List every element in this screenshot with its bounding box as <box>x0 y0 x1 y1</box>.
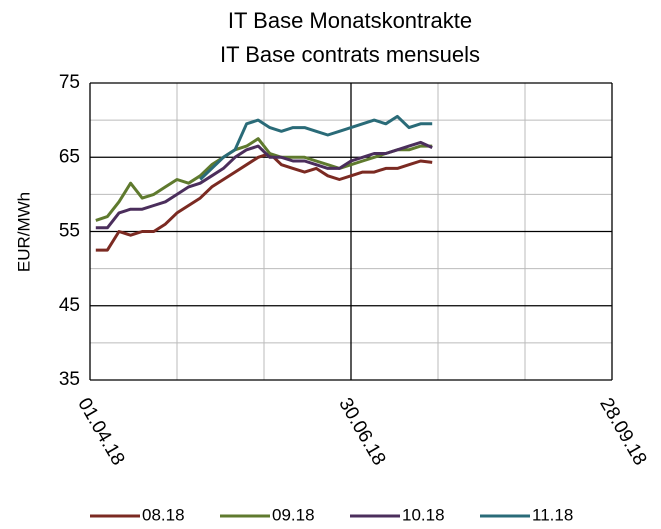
legend-label: 09.18 <box>272 505 315 524</box>
y-tick-label: 55 <box>59 221 80 242</box>
legend-label: 11.18 <box>532 505 573 524</box>
legend-label: 10.18 <box>402 505 445 524</box>
y-tick-label: 75 <box>59 72 80 93</box>
x-tick-label: 30.06.18 <box>334 395 389 470</box>
y-tick-label: 35 <box>59 369 80 390</box>
series-line <box>95 140 433 230</box>
series-line <box>95 152 433 252</box>
y-axis-label: EUR/MWh <box>14 192 33 272</box>
y-tick-label: 65 <box>59 146 80 167</box>
series-line <box>199 114 433 181</box>
chart-subtitle: IT Base contrats mensuels <box>220 42 480 67</box>
legend-label: 08.18 <box>142 505 185 524</box>
x-tick-label: 01.04.18 <box>73 395 128 470</box>
series-line <box>95 137 433 222</box>
y-tick-label: 45 <box>59 295 80 316</box>
chart-title: IT Base Monatskontrakte <box>228 8 472 33</box>
x-tick-label: 28.09.18 <box>595 395 650 470</box>
